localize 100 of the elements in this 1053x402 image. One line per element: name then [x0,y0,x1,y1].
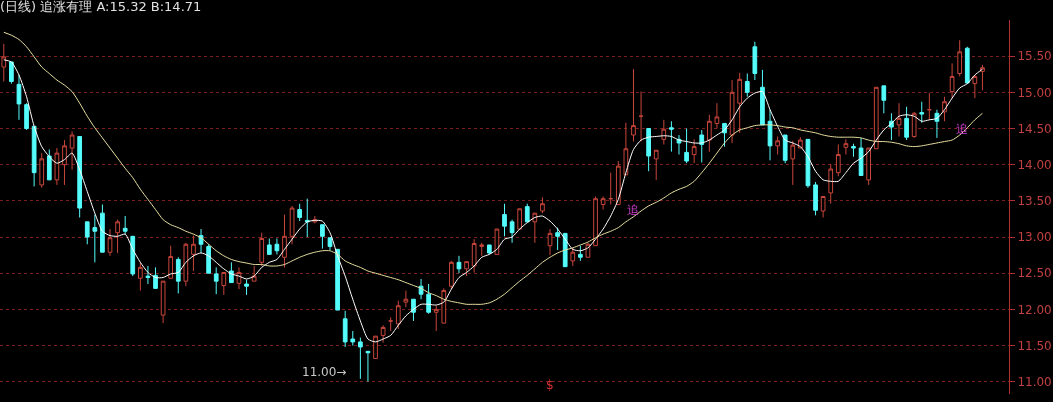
y-tick-label: 13.00 [1017,230,1052,245]
candlestick [100,203,105,253]
candlestick [775,135,780,156]
candlestick [266,237,272,255]
candlestick [706,114,712,153]
candlestick [547,228,553,256]
candlestick [714,102,720,130]
candlestick [92,214,98,263]
line-series [3,59,983,343]
candlestick [517,208,523,230]
candlestick [350,330,356,347]
candlestick [615,160,621,205]
y-tick-label: 14.00 [1017,157,1052,172]
candlestick [388,316,394,332]
candlestick [881,85,887,114]
candlestick [684,128,689,164]
candlestick [828,163,834,205]
candlestick [380,324,386,344]
y-tick-label: 13.50 [1017,194,1052,209]
candlestick [62,139,67,186]
chart-title: (日线) 追涨有理 A:15.32 B:14.71 [0,0,202,15]
candlestick [661,119,667,145]
candlestick [813,181,818,216]
candlestick [365,350,371,383]
candlestick [168,245,174,279]
y-tick-label: 12.00 [1017,302,1052,317]
candlestick [646,128,651,172]
candlestick [820,196,826,218]
candlestick [464,261,469,277]
candlestick [229,261,234,284]
candlestick [24,102,29,131]
candlestick [251,265,257,282]
candlestick [358,337,363,380]
candlestick [691,138,697,164]
candlestick [623,122,629,176]
candlestick [137,261,143,292]
candlestick [532,212,538,244]
candlestick [494,228,500,255]
candlestick [570,247,576,267]
candlestick [509,219,515,244]
candlestick [904,106,909,141]
candlestick [471,238,477,273]
candlestick [433,305,439,332]
candlestick [669,120,674,153]
candlestick [107,228,113,257]
candlestick [524,203,530,223]
candlestick [805,138,811,189]
candlestick [767,109,773,161]
candlestick [540,196,545,214]
candlestick [608,172,614,205]
candlestick [282,214,287,268]
candlestick [297,203,303,222]
candlestick [145,265,151,285]
candlestick [843,138,849,156]
candlestick [441,287,447,324]
candlestick [69,130,75,171]
candlestick [160,280,166,324]
candlestick [729,79,735,144]
candlestick [866,147,872,186]
candlestick [858,137,864,177]
candlestick [395,300,401,330]
candlestick [39,152,45,189]
candlestick [175,256,181,294]
y-tick-label: 15.00 [1017,85,1052,100]
annotation: 追 [627,203,639,217]
candlestick [638,91,644,143]
y-tick-label: 15.50 [1017,49,1052,64]
y-tick-label: 12.50 [1017,266,1052,281]
candlestick [327,237,333,251]
annotation: $ [546,378,554,392]
candlestick [84,221,90,245]
candlestick [593,196,598,247]
candlestick [926,92,932,121]
candlestick [737,72,743,134]
candlestick [77,135,83,218]
candlestick [16,74,22,121]
candlestick [244,279,249,296]
y-tick-label: 11.50 [1017,338,1052,353]
candlestick [221,271,227,296]
candlestick [851,143,856,158]
candlestick [896,102,902,137]
candlestick [949,62,955,99]
candlestick [46,148,52,181]
candlestick [304,198,310,238]
candlestick [911,111,917,139]
candlestick [486,244,492,255]
candlestick [31,125,37,187]
candlestick [790,140,796,186]
candlestick [259,232,265,267]
candlestick [320,224,325,250]
candlestick [578,245,583,262]
candlestick [130,235,136,277]
candlestick [972,74,978,99]
line-series [3,31,983,305]
candlestick [782,134,788,164]
candlestick [213,266,219,295]
candlestick [183,242,189,287]
candlestick [153,266,158,289]
candlestick [373,335,378,360]
candlestick [289,205,295,245]
